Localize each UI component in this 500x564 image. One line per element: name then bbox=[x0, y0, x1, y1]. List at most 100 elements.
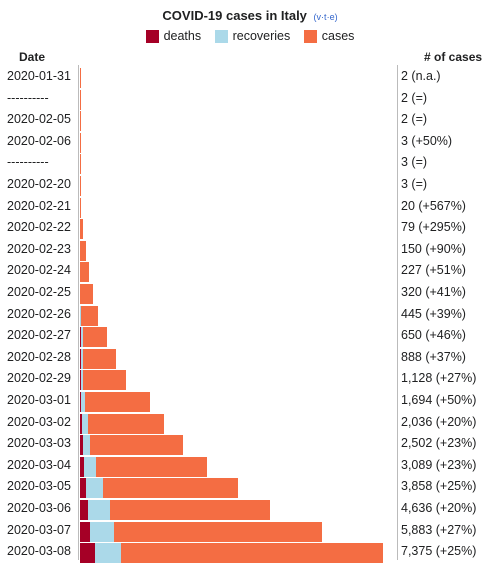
legend-swatch-cases bbox=[304, 30, 317, 43]
stacked-bar bbox=[80, 370, 126, 390]
row-case-count: 1,694 (+50%) bbox=[401, 393, 476, 407]
bar-segment-cases bbox=[80, 219, 83, 239]
edit-link[interactable]: e bbox=[330, 12, 335, 22]
bar-segment-cases bbox=[83, 327, 107, 347]
row-case-count: 227 (+51%) bbox=[401, 263, 466, 277]
legend-swatch-deaths bbox=[146, 30, 159, 43]
row-date-label: 2020-02-28 bbox=[7, 350, 71, 364]
table-row: 2020-03-03 2,502 (+23%) bbox=[0, 434, 500, 456]
table-row: 2020-02-27 650 (+46%) bbox=[0, 326, 500, 348]
row-date-label: 2020-03-07 bbox=[7, 523, 71, 537]
stacked-bar bbox=[80, 500, 270, 520]
row-date-label: ---------- bbox=[7, 91, 49, 105]
view-link[interactable]: v bbox=[317, 12, 322, 22]
row-case-count: 20 (+567%) bbox=[401, 199, 466, 213]
row-date-label: 2020-03-02 bbox=[7, 415, 71, 429]
row-date-label: 2020-03-05 bbox=[7, 479, 71, 493]
row-date-label: 2020-03-08 bbox=[7, 544, 71, 558]
row-date-label: ---------- bbox=[7, 155, 49, 169]
stacked-bar bbox=[80, 284, 93, 304]
table-row: 2020-02-29 1,128 (+27%) bbox=[0, 369, 500, 391]
stacked-bar bbox=[80, 414, 164, 434]
bar-segment-recoveries bbox=[88, 500, 109, 520]
legend-label-deaths: deaths bbox=[164, 29, 202, 43]
bar-segment-cases bbox=[80, 198, 81, 218]
row-case-count: 320 (+41%) bbox=[401, 285, 466, 299]
row-date-label: 2020-02-05 bbox=[7, 112, 71, 126]
row-case-count: 3 (=) bbox=[401, 155, 427, 169]
legend-item-deaths: deaths bbox=[146, 29, 202, 43]
column-header-cases: # of cases bbox=[424, 50, 482, 64]
table-row: 2020-02-22 79 (+295%) bbox=[0, 218, 500, 240]
row-date-label: 2020-03-01 bbox=[7, 393, 71, 407]
stacked-bar bbox=[80, 392, 150, 412]
row-date-label: 2020-03-03 bbox=[7, 436, 71, 450]
table-row: 2020-02-21 20 (+567%) bbox=[0, 197, 500, 219]
bar-segment-cases bbox=[80, 262, 89, 282]
row-case-count: 79 (+295%) bbox=[401, 220, 466, 234]
row-date-label: 2020-02-21 bbox=[7, 199, 71, 213]
row-case-count: 888 (+37%) bbox=[401, 350, 466, 364]
stacked-bar bbox=[80, 241, 86, 261]
row-case-count: 3 (=) bbox=[401, 177, 427, 191]
stacked-bar bbox=[80, 327, 107, 347]
bar-segment-deaths bbox=[80, 543, 95, 563]
stacked-bar bbox=[80, 457, 207, 477]
row-case-count: 2 (n.a.) bbox=[401, 69, 441, 83]
bar-segment-cases bbox=[83, 349, 117, 369]
stacked-bar bbox=[80, 306, 98, 326]
row-date-label: 2020-01-31 bbox=[7, 69, 71, 83]
row-case-count: 650 (+46%) bbox=[401, 328, 466, 342]
legend-label-recoveries: recoveries bbox=[233, 29, 291, 43]
table-row: 2020-03-01 1,694 (+50%) bbox=[0, 391, 500, 413]
row-case-count: 2 (=) bbox=[401, 112, 427, 126]
bar-segment-recoveries bbox=[90, 522, 114, 542]
row-case-count: 2 (=) bbox=[401, 91, 427, 105]
chart-title: COVID-19 cases in Italy (v·t·e) bbox=[0, 8, 500, 23]
chart-title-text: COVID-19 cases in Italy bbox=[162, 8, 307, 23]
bar-segment-cases bbox=[81, 306, 99, 326]
row-date-label: 2020-02-23 bbox=[7, 242, 71, 256]
row-case-count: 2,502 (+23%) bbox=[401, 436, 476, 450]
talk-link[interactable]: t bbox=[324, 12, 327, 22]
legend-swatch-recoveries bbox=[215, 30, 228, 43]
table-row: 2020-03-05 3,858 (+25%) bbox=[0, 477, 500, 499]
table-row: 2020-03-06 4,636 (+20%) bbox=[0, 499, 500, 521]
table-row: ---------- 3 (=) bbox=[0, 153, 500, 175]
row-date-label: 2020-02-27 bbox=[7, 328, 71, 342]
table-row: ---------- 2 (=) bbox=[0, 89, 500, 111]
bar-segment-cases bbox=[114, 522, 322, 542]
stacked-bar bbox=[80, 219, 83, 239]
row-date-label: 2020-02-20 bbox=[7, 177, 71, 191]
row-date-label: 2020-02-22 bbox=[7, 220, 71, 234]
bar-segment-cases bbox=[85, 392, 150, 412]
stacked-bar bbox=[80, 522, 322, 542]
table-row: 2020-02-28 888 (+37%) bbox=[0, 348, 500, 370]
row-case-count: 445 (+39%) bbox=[401, 307, 466, 321]
row-case-count: 3,858 (+25%) bbox=[401, 479, 476, 493]
vte-links: (v·t·e) bbox=[314, 12, 338, 22]
bar-segment-recoveries bbox=[95, 543, 121, 563]
row-case-count: 1,128 (+27%) bbox=[401, 371, 476, 385]
legend-item-recoveries: recoveries bbox=[215, 29, 291, 43]
bar-segment-cases bbox=[83, 370, 126, 390]
legend-item-cases: cases bbox=[304, 29, 355, 43]
row-date-label: 2020-02-06 bbox=[7, 134, 71, 148]
table-row: 2020-01-31 2 (n.a.) bbox=[0, 67, 500, 89]
bar-segment-deaths bbox=[80, 522, 90, 542]
row-date-label: 2020-02-24 bbox=[7, 263, 71, 277]
row-date-label: 2020-02-29 bbox=[7, 371, 71, 385]
table-row: 2020-02-05 2 (=) bbox=[0, 110, 500, 132]
row-date-label: 2020-03-06 bbox=[7, 501, 71, 515]
row-case-count: 4,636 (+20%) bbox=[401, 501, 476, 515]
stacked-bar bbox=[80, 543, 383, 563]
bar-segment-recoveries bbox=[84, 457, 95, 477]
bar-segment-cases bbox=[103, 478, 238, 498]
